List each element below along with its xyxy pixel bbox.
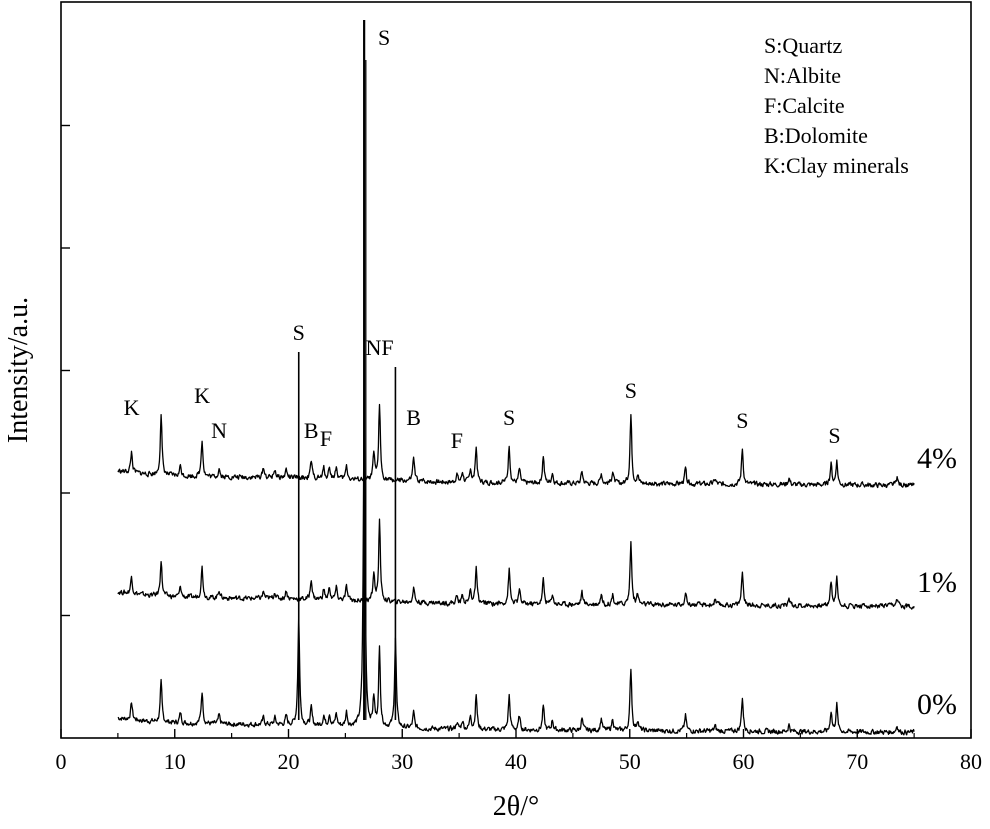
peak-label: K: [124, 395, 140, 420]
peak-label: F: [320, 426, 332, 451]
legend-entry: B:Dolomite: [764, 123, 868, 148]
legend-entry: N:Albite: [764, 63, 841, 88]
curve-label: 1%: [917, 566, 957, 599]
curve-label: 0%: [917, 688, 957, 721]
x-axis-ticks: 0 10 20 30 40 50 60 70 80: [56, 729, 982, 774]
x-tick-label: 0: [56, 749, 67, 774]
peak-label: S: [828, 423, 840, 448]
x-tick-label: 10: [164, 749, 186, 774]
x-tick-label: 50: [619, 749, 641, 774]
peak-label: B: [406, 405, 421, 430]
legend-entry: K:Clay minerals: [764, 153, 909, 178]
x-tick-label: 70: [846, 749, 868, 774]
peak-label: S: [293, 320, 305, 345]
x-tick-label: 20: [278, 749, 300, 774]
legend: S:Quartz N:Albite F:Calcite B:Dolomite K:Cla…: [764, 33, 909, 178]
peak-label: NF: [365, 335, 393, 360]
x-tick-label: 60: [733, 749, 755, 774]
curve-label: 4%: [917, 442, 957, 475]
peak-label: N: [211, 418, 227, 443]
x-tick-label: 40: [505, 749, 527, 774]
y-axis-ticks: [61, 124, 70, 617]
x-tick-label: 80: [960, 749, 982, 774]
series-line-0pct: [117, 397, 915, 736]
peak-label: S: [736, 408, 748, 433]
series-layer: [117, 20, 915, 736]
peak-label: S: [503, 405, 515, 430]
peak-label: F: [451, 428, 463, 453]
legend-entry: F:Calcite: [764, 93, 845, 118]
x-axis-title: 2θ/°: [493, 791, 539, 822]
curve-labels: 0% 1% 4%: [917, 442, 957, 721]
y-axis-title: Intensity/a.u.: [3, 297, 34, 443]
series-line-1pct: [117, 518, 915, 610]
peak-label: S: [625, 378, 637, 403]
peak-label: S: [378, 25, 390, 50]
legend-entry: S:Quartz: [764, 33, 842, 58]
peak-label: B: [304, 418, 319, 443]
x-tick-label: 30: [391, 749, 413, 774]
series-line-4pct: [117, 403, 915, 489]
peak-label: K: [194, 383, 210, 408]
